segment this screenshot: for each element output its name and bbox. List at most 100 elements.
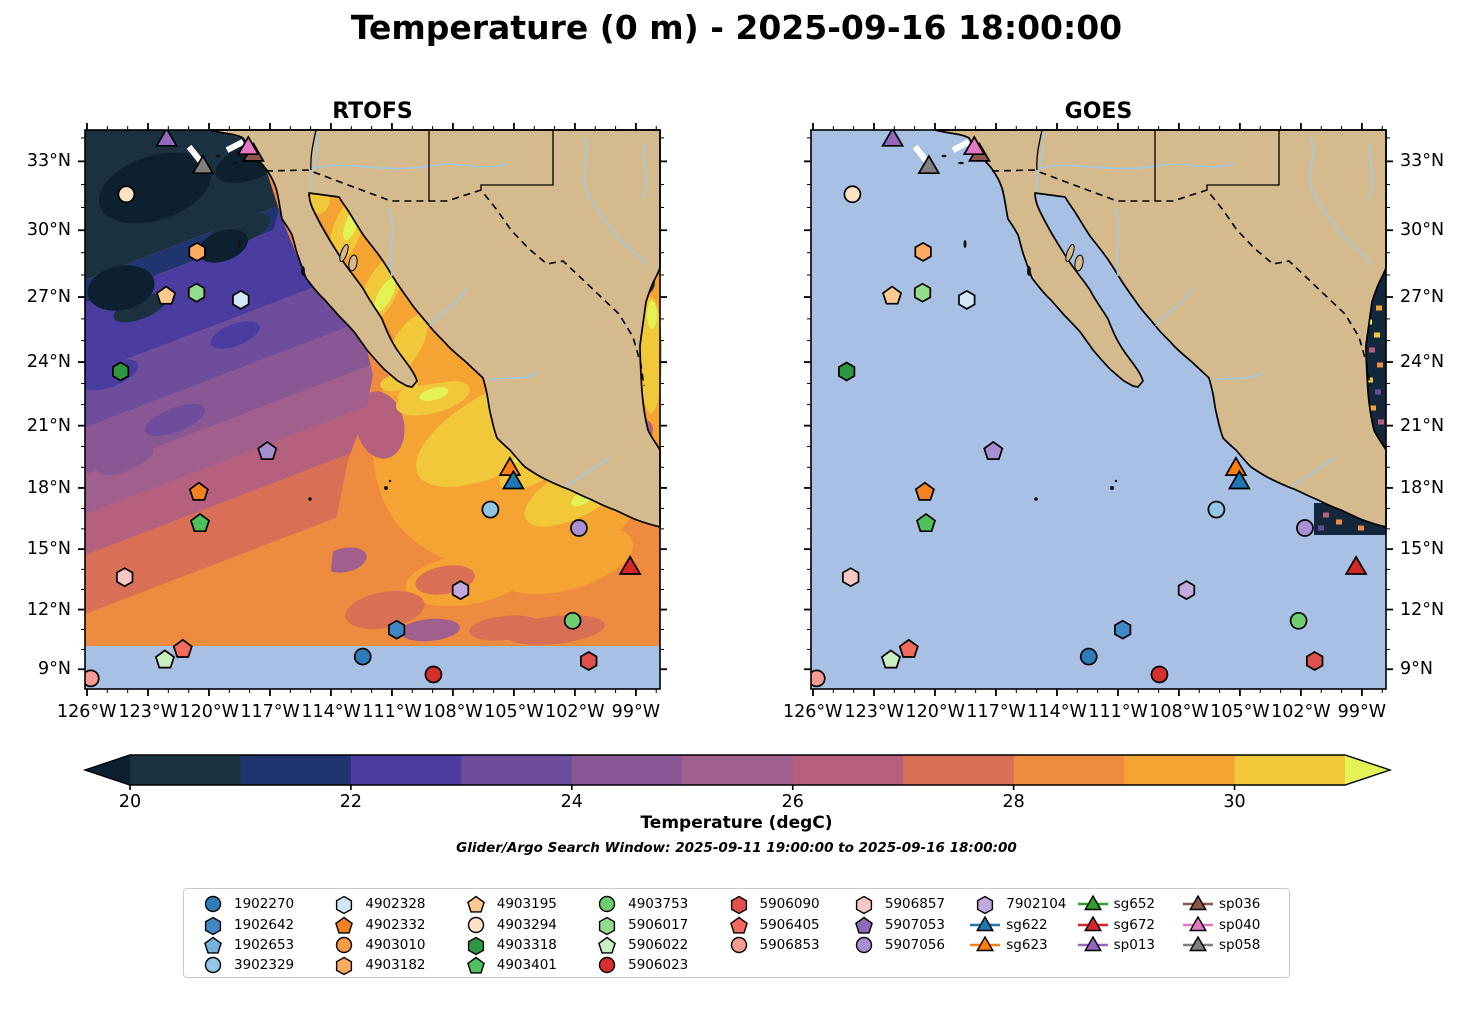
hexagon-marker-icon <box>327 895 361 915</box>
colorbar <box>82 754 1393 790</box>
legend-item-1902653: 1902653 <box>196 935 324 955</box>
legend-column: 7902104 sg622 sg623 <box>968 894 1072 977</box>
colorbar-label: Temperature (degC) <box>640 813 833 833</box>
legend-item-4903753: 4903753 <box>590 894 718 914</box>
lat-tick-label: 33°N <box>26 151 71 172</box>
legend-item-5907056: 5907056 <box>847 935 965 955</box>
legend-label: 4903401 <box>496 957 557 974</box>
lon-tick-label: 105°W <box>1210 702 1270 722</box>
marker-4902328 <box>232 289 250 310</box>
pentagon-marker-icon <box>327 916 361 934</box>
marker-sg622 <box>501 469 525 490</box>
marker-3902329 <box>1207 500 1226 519</box>
legend-column: 5906857 5907053 5907056 <box>847 894 965 977</box>
hexagon-marker-icon <box>847 895 881 915</box>
marker-sp013 <box>881 130 905 147</box>
lon-tick-label: 123°W <box>844 702 904 722</box>
legend-label: 4903294 <box>496 916 557 933</box>
lat-tick-label: 18°N <box>26 477 71 498</box>
marker-5906023 <box>1150 665 1169 684</box>
legend-label: 3902329 <box>234 957 295 974</box>
legend-label: 1902653 <box>234 936 295 953</box>
lat-tick-label: 24°N <box>1400 351 1445 372</box>
marker-4903182 <box>914 241 932 262</box>
legend-item-5907053: 5907053 <box>847 914 965 934</box>
legend-label: 5906090 <box>759 896 820 913</box>
legend-item-1902270: 1902270 <box>196 894 324 914</box>
legend-label: 1902642 <box>234 916 295 933</box>
circle-marker-icon <box>196 956 230 974</box>
lon-tick-label: 102°W <box>545 702 605 722</box>
legend-item-4903195: 4903195 <box>459 894 587 914</box>
pentagon-marker-icon <box>847 916 881 934</box>
lon-tick-label: 126°W <box>782 702 843 722</box>
lon-tick-label: 99°W <box>1337 702 1387 722</box>
hexagon-marker-icon <box>196 916 230 935</box>
marker-4903195 <box>155 285 177 305</box>
circle-marker-icon <box>327 936 361 954</box>
lat-tick-label: 27°N <box>1400 287 1445 308</box>
marker-5906853 <box>811 669 826 688</box>
marker-5906023 <box>424 665 443 684</box>
triangle-marker-icon <box>1181 915 1215 934</box>
triangle-marker-icon <box>968 915 1002 934</box>
legend-item-5906853: 5906853 <box>722 935 844 955</box>
hexagon-marker-icon <box>968 895 1002 915</box>
marker-4903401 <box>190 512 210 533</box>
search-window-subtitle: Glider/Argo Search Window: 2025-09-11 19… <box>456 840 1017 856</box>
lat-tick-label: 30°N <box>1400 220 1445 241</box>
marker-5907056 <box>1296 519 1314 537</box>
lat-tick-label: 15°N <box>26 539 71 560</box>
legend-item-4902328: 4902328 <box>327 894 455 915</box>
colorbar-tick-label: 26 <box>781 792 804 812</box>
triangle-marker-icon <box>1076 915 1110 934</box>
marker-4903294 <box>117 185 136 204</box>
legend-label: 4903195 <box>496 896 557 913</box>
legend-label: 4903318 <box>496 936 557 953</box>
legend-label: 5906857 <box>884 896 945 913</box>
marker-sp040 <box>236 135 260 156</box>
legend-label: 5906022 <box>628 936 689 953</box>
lon-tick-label: 120°W <box>179 702 239 722</box>
marker-sg623 <box>1224 456 1248 476</box>
marker-5906017 <box>187 282 206 303</box>
pentagon-marker-icon <box>459 956 493 974</box>
panel-title-goes: GOES <box>1064 99 1133 124</box>
legend-column: 5906090 5906405 5906853 <box>722 894 844 977</box>
marker-4903753 <box>1289 611 1308 630</box>
marker-5906090 <box>1306 651 1324 671</box>
lon-tick-label: 120°W <box>905 702 965 722</box>
circle-marker-icon <box>847 936 881 954</box>
lon-tick-label: 114°W <box>1027 702 1087 722</box>
colorbar-gradient <box>82 754 1393 790</box>
marker-5906857 <box>842 567 860 588</box>
legend-item-4903294: 4903294 <box>459 914 587 934</box>
marker-1902642 <box>388 619 406 640</box>
lat-tick-label: 21°N <box>1400 415 1445 436</box>
legend-column: 4902328 4902332 4903010 4903182 <box>327 894 455 977</box>
lat-tick-label: 24°N <box>26 351 71 372</box>
legend-item-4902332: 4902332 <box>327 914 455 934</box>
legend-column: 4903195 4903294 4903318 4903401 <box>459 894 587 977</box>
lat-tick-label: 18°N <box>1400 477 1445 498</box>
panel-title-rtofs: RTOFS <box>332 99 413 124</box>
triangle-marker-icon <box>1076 894 1110 913</box>
legend-item-sg672: sg672 <box>1076 914 1178 934</box>
legend-label: 4903182 <box>365 957 426 974</box>
panel-goes: GOES 126°W 123°W 120°W 117°W 114°W 111°W 108°W… <box>783 99 1444 722</box>
lon-tick-label: 111°W <box>1088 702 1148 722</box>
colorbar-tick-label: 28 <box>1002 792 1025 812</box>
legend-label: sp036 <box>1219 896 1261 913</box>
circle-marker-icon <box>722 936 756 954</box>
marker-5907053 <box>983 440 1004 460</box>
lon-tick-label: 108°W <box>423 702 483 722</box>
legend-label: 5906853 <box>759 936 820 953</box>
colorbar-tick-label: 30 <box>1223 792 1246 812</box>
marker-1902270 <box>353 647 372 666</box>
lon-tick-label: 99°W <box>611 702 661 722</box>
triangle-marker-icon <box>1076 935 1110 954</box>
legend-label: 5906405 <box>759 916 820 933</box>
marker-4903753 <box>563 611 582 630</box>
legend-column: 4903753 5906017 5906022 5906023 <box>590 894 718 977</box>
